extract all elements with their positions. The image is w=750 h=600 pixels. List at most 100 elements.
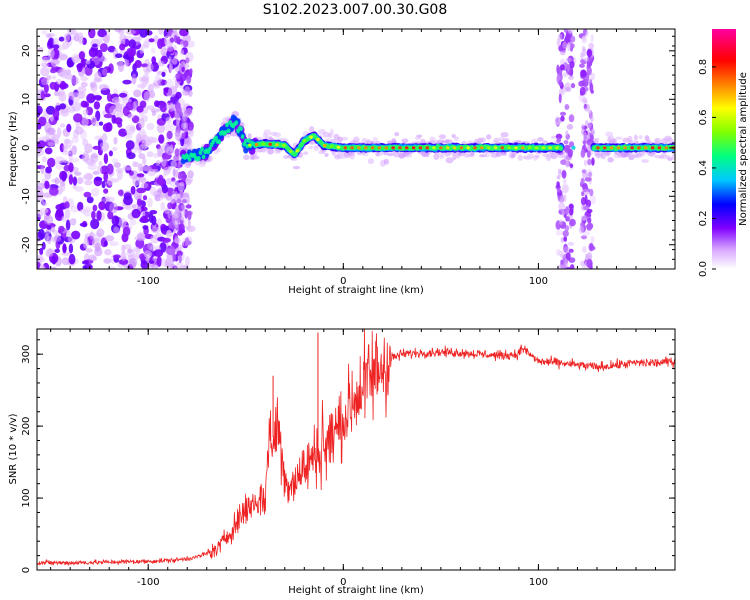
heatmap-cell xyxy=(500,146,505,150)
snr-ticks: -100 0 100 0 100 200 300 xyxy=(21,329,676,588)
x-tick-label: -100 xyxy=(137,577,160,588)
heatmap-cell xyxy=(637,146,641,150)
heatmap-cell xyxy=(142,225,149,230)
heatmap-cell xyxy=(44,147,53,155)
heatmap-cell xyxy=(526,153,535,159)
heatmap-cell xyxy=(72,176,78,186)
heatmap-cell xyxy=(565,133,569,142)
heatmap-cell xyxy=(486,146,491,150)
heatmap-cell xyxy=(100,43,108,53)
heatmap-cell xyxy=(604,151,611,157)
heatmap-cell xyxy=(411,146,416,150)
heatmap-cell xyxy=(138,153,146,160)
heatmap-cell xyxy=(47,157,56,168)
heatmap-cell xyxy=(184,208,189,219)
heatmap-cell xyxy=(156,177,164,185)
heatmap-cell xyxy=(308,145,314,150)
heatmap-cell xyxy=(138,176,147,183)
heatmap-cell xyxy=(596,146,600,150)
heatmap-cell xyxy=(175,73,180,80)
heatmap-cell xyxy=(303,151,309,155)
heatmap-cell xyxy=(87,164,97,171)
heatmap-cell xyxy=(251,155,260,160)
heatmap-cell xyxy=(383,158,389,165)
snr-x-label: Height of straight line (km) xyxy=(288,585,424,596)
heatmap-cell xyxy=(362,152,369,157)
heatmap-cell xyxy=(166,130,173,140)
heatmap-cell xyxy=(225,122,229,128)
heatmap-cell xyxy=(341,136,349,141)
heatmap-cell xyxy=(666,155,671,159)
heatmap-cell xyxy=(558,93,562,104)
heatmap-cell xyxy=(425,146,430,150)
heatmap-cell xyxy=(94,177,103,181)
heatmap-cell xyxy=(268,142,273,146)
heatmap-cell xyxy=(102,35,111,43)
heatmap-cell xyxy=(54,177,60,185)
heatmap-cell xyxy=(187,219,191,227)
heatmap-cell xyxy=(112,158,118,164)
heatmap-cell xyxy=(585,30,589,37)
heatmap-cell xyxy=(563,236,568,242)
heatmap-cell xyxy=(166,254,173,259)
heatmap-cell xyxy=(322,131,330,138)
heatmap-cell xyxy=(581,96,588,104)
heatmap-cell xyxy=(185,225,191,230)
heatmap-cell xyxy=(581,191,585,197)
heatmap-cell xyxy=(125,29,136,35)
heatmap-cell xyxy=(117,169,123,181)
colorbar-tick-label: 0.8 xyxy=(698,59,709,75)
heatmap-cell xyxy=(187,89,193,97)
heatmap-cell xyxy=(120,251,127,261)
heatmap-cell xyxy=(534,146,539,150)
y-tick-label: -10 xyxy=(21,188,32,204)
heatmap-cell xyxy=(157,60,165,67)
heatmap-cell xyxy=(39,265,46,269)
heatmap-cell xyxy=(493,137,500,143)
heatmap-cell xyxy=(82,260,89,265)
heatmap-cell xyxy=(439,146,443,150)
heatmap-cell xyxy=(179,190,184,198)
heatmap-cell xyxy=(38,228,45,240)
heatmap-cell xyxy=(71,56,81,63)
x-tick-label: 100 xyxy=(529,276,548,287)
heatmap-cell xyxy=(55,204,65,211)
heatmap-cell xyxy=(98,84,109,91)
heatmap-cell xyxy=(175,91,182,99)
heatmap-cell xyxy=(169,180,180,188)
spectrogram-x-label: Height of straight line (km) xyxy=(288,285,424,296)
heatmap-cell xyxy=(329,128,334,135)
heatmap-cell xyxy=(143,250,153,258)
heatmap-cell xyxy=(179,29,189,37)
heatmap-cell xyxy=(580,214,587,221)
heatmap-cell xyxy=(38,196,45,203)
heatmap-cell xyxy=(128,39,136,49)
heatmap-cell xyxy=(226,128,231,134)
heatmap-cell xyxy=(584,194,588,205)
heatmap-cell xyxy=(493,146,498,150)
heatmap-cell xyxy=(581,35,587,44)
heatmap-cell xyxy=(562,72,569,77)
heatmap-cell xyxy=(97,29,107,38)
heatmap-cell xyxy=(37,182,45,190)
heatmap-cell xyxy=(175,169,179,178)
heatmap-cell xyxy=(151,226,161,234)
heatmap-cell xyxy=(78,51,85,60)
heatmap-cell xyxy=(288,149,293,153)
y-tick-label: 10 xyxy=(21,93,32,106)
heatmap-cell xyxy=(141,182,149,189)
heatmap-cell xyxy=(63,33,71,43)
heatmap-cell xyxy=(401,138,409,143)
heatmap-cell xyxy=(517,154,523,161)
heatmap-cell xyxy=(44,233,49,243)
heatmap-cell xyxy=(88,254,97,261)
heatmap-cell xyxy=(161,143,171,153)
heatmap-cell xyxy=(240,134,245,140)
heatmap-cell xyxy=(78,37,84,46)
heatmap-cell xyxy=(101,180,106,189)
heatmap-cell xyxy=(243,147,249,154)
heatmap-cell xyxy=(638,135,643,140)
heatmap-cell xyxy=(73,113,83,123)
heatmap-cell xyxy=(107,211,114,220)
heatmap-cell xyxy=(106,163,114,175)
